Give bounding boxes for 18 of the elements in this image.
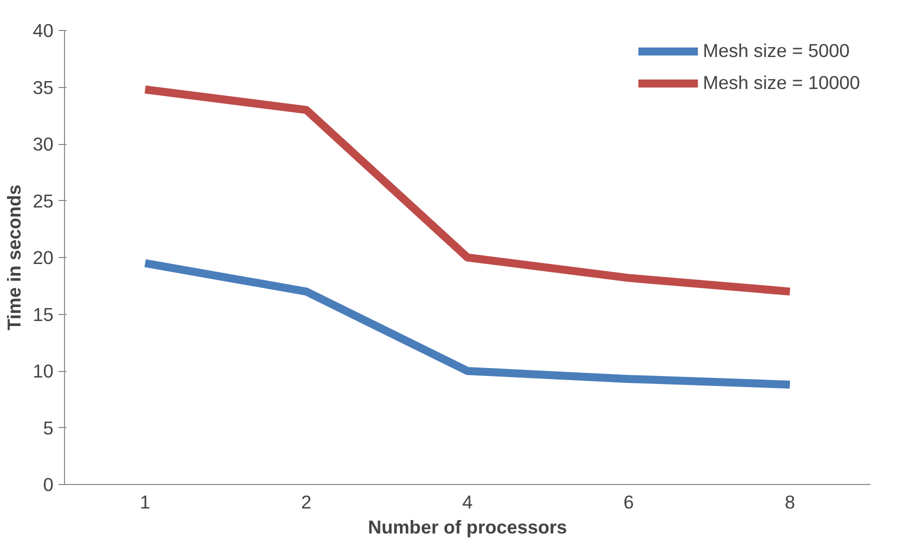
- x-tick-label: 8: [784, 492, 796, 512]
- y-tick-label: 40: [32, 20, 54, 41]
- y-axis-title: Time in seconds: [4, 184, 25, 330]
- y-tick-label: 0: [43, 474, 54, 495]
- y-tick-label: 15: [32, 304, 54, 325]
- y-tick-label: 10: [32, 360, 54, 382]
- y-tick-label: 35: [32, 76, 54, 98]
- x-tick-label: 4: [462, 492, 473, 512]
- y-tick-label: 30: [32, 134, 54, 154]
- x-tick-label: 1: [140, 492, 150, 512]
- x-axis-title: Number of processors: [368, 516, 568, 538]
- x-tick-label: 2: [301, 492, 312, 512]
- legend-label: Mesh size = 5000: [702, 40, 850, 62]
- y-tick-label: 20: [32, 247, 54, 268]
- y-tick-label: 5: [43, 417, 54, 438]
- legend-label: Mesh size = 10000: [702, 72, 860, 94]
- y-tick-label: 25: [32, 190, 54, 212]
- x-tick-label: 6: [624, 492, 634, 512]
